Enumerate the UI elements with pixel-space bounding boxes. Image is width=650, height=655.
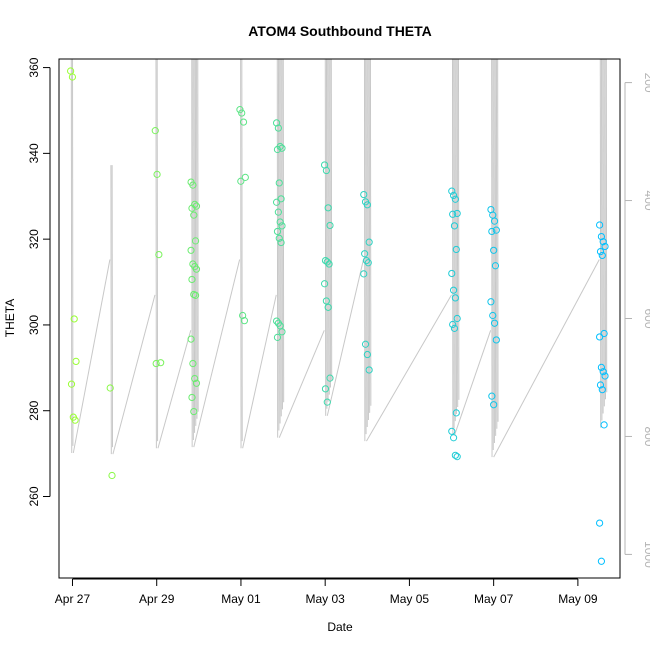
chart-title: ATOM4 Southbound THETA <box>248 23 432 39</box>
depth-trace-segment <box>158 330 191 448</box>
depth-trace-segment <box>327 260 363 416</box>
x-tick-label: May 09 <box>558 592 598 606</box>
data-point <box>156 251 162 257</box>
data-point <box>449 428 455 434</box>
right-axis-tick-label: 800 <box>642 426 650 446</box>
y-tick-label: 320 <box>27 229 41 249</box>
x-tick-label: Apr 27 <box>55 592 91 606</box>
x-tick-label: May 01 <box>221 592 261 606</box>
data-point <box>597 520 603 526</box>
y-tick-label: 360 <box>27 57 41 77</box>
depth-trace-segment <box>279 330 324 437</box>
data-point <box>601 422 607 428</box>
data-points-layer <box>68 68 609 564</box>
x-axis-label: Date <box>327 620 353 634</box>
y-tick-label: 260 <box>27 486 41 506</box>
depth-trace-segment <box>243 295 277 448</box>
depth-trace-segment <box>494 260 600 458</box>
data-point <box>73 358 79 364</box>
right-axis-tick-label: 400 <box>642 191 650 211</box>
y-tick-label: 340 <box>27 143 41 163</box>
depth-trace-segment <box>113 295 155 454</box>
right-axis-tick-label: 1000 <box>642 541 650 568</box>
y-axis-label: THETA <box>3 299 17 337</box>
right-axis-tick-label: 600 <box>642 308 650 328</box>
data-point <box>109 472 115 478</box>
plot-frame <box>59 59 620 578</box>
depth-trace-segment <box>454 330 490 435</box>
right-axis-tick-label: 200 <box>642 73 650 93</box>
data-point <box>598 558 604 564</box>
depth-trace-segment <box>73 260 110 453</box>
depth-trace-layer <box>71 59 606 457</box>
data-point <box>240 119 246 125</box>
y-tick-label: 300 <box>27 315 41 335</box>
x-tick-label: Apr 29 <box>139 592 175 606</box>
x-tick-label: May 07 <box>474 592 514 606</box>
x-tick-label: May 03 <box>306 592 346 606</box>
axes-layer: 260 280 300 320 340 360 200 400 600 800 1000 Apr 27… <box>27 57 650 606</box>
x-tick-label: May 05 <box>390 592 430 606</box>
depth-trace-segment <box>194 260 240 448</box>
y-tick-label: 280 <box>27 400 41 420</box>
data-point <box>450 435 456 441</box>
depth-trace-segment <box>366 295 451 441</box>
data-point <box>454 454 460 460</box>
